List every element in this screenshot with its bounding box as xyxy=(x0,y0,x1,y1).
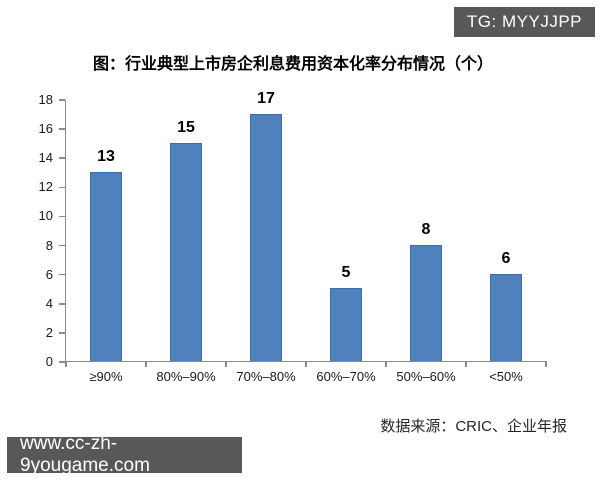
y-axis-tick xyxy=(59,186,65,189)
x-tick-label: ≥90% xyxy=(89,369,123,384)
bar xyxy=(90,171,122,361)
x-axis-tick xyxy=(145,361,147,367)
chart-title: 图：行业典型上市房企利息费用资本化率分布情况（个） xyxy=(92,56,493,73)
watermark-url: www.cc-zh-9yougame.com xyxy=(20,433,150,476)
x-axis-tick xyxy=(465,361,467,367)
bar-value-label: 6 xyxy=(501,249,511,267)
y-axis-tick xyxy=(59,215,65,218)
bar xyxy=(490,273,522,361)
y-tick-label: 0 xyxy=(45,354,53,369)
bar xyxy=(170,142,202,361)
y-tick-label: 2 xyxy=(45,324,53,340)
watermark-bar: www.cc-zh-9yougame.com xyxy=(7,433,242,476)
y-axis-tick xyxy=(59,273,65,276)
y-axis-tick xyxy=(59,99,65,101)
y-tick-label: 6 xyxy=(45,266,53,282)
y-axis-tick xyxy=(59,332,65,334)
y-axis-tick xyxy=(59,244,65,247)
telegram-badge: TG: MYYJJPP xyxy=(453,7,595,37)
y-tick-label: 8 xyxy=(45,237,53,253)
x-tick-label: <50% xyxy=(489,369,523,384)
y-tick-label: 10 xyxy=(38,208,53,224)
y-axis-tick xyxy=(59,361,65,363)
x-tick-label: 80%–90% xyxy=(156,369,216,384)
y-axis-tick xyxy=(59,303,65,305)
x-axis-tick xyxy=(385,361,387,367)
bar-value-label: 15 xyxy=(177,118,195,136)
x-axis-tick xyxy=(65,361,67,367)
x-tick-label: 60%–70% xyxy=(316,369,376,384)
y-tick-label: 14 xyxy=(38,150,53,166)
x-axis-tick xyxy=(225,361,227,367)
x-tick-label: 50%–60% xyxy=(396,369,456,384)
bar-value-label: 8 xyxy=(421,220,431,238)
bar xyxy=(330,288,362,361)
bar xyxy=(410,244,442,361)
plot-area: 0 2 4 6 8 10 12 14 16 18 13 ≥90% 15 80%–90% 17 70%–80% 5… xyxy=(39,90,547,384)
x-axis-tick xyxy=(305,361,307,367)
y-axis-tick xyxy=(59,128,65,130)
bar-value-label: 5 xyxy=(341,264,351,282)
x-axis-tick xyxy=(545,361,547,367)
y-tick-label: 18 xyxy=(38,92,53,107)
y-tick-label: 16 xyxy=(38,121,53,137)
y-tick-label: 12 xyxy=(38,179,53,195)
x-tick-label: 70%–80% xyxy=(236,369,296,384)
data-source-note: 数据来源：CRIC、企业年报 xyxy=(380,418,567,435)
bar xyxy=(250,113,282,361)
y-tick-label: 4 xyxy=(45,295,53,311)
bar-value-label: 17 xyxy=(257,89,275,107)
bar-value-label: 13 xyxy=(97,147,115,165)
y-axis-tick xyxy=(59,157,65,159)
